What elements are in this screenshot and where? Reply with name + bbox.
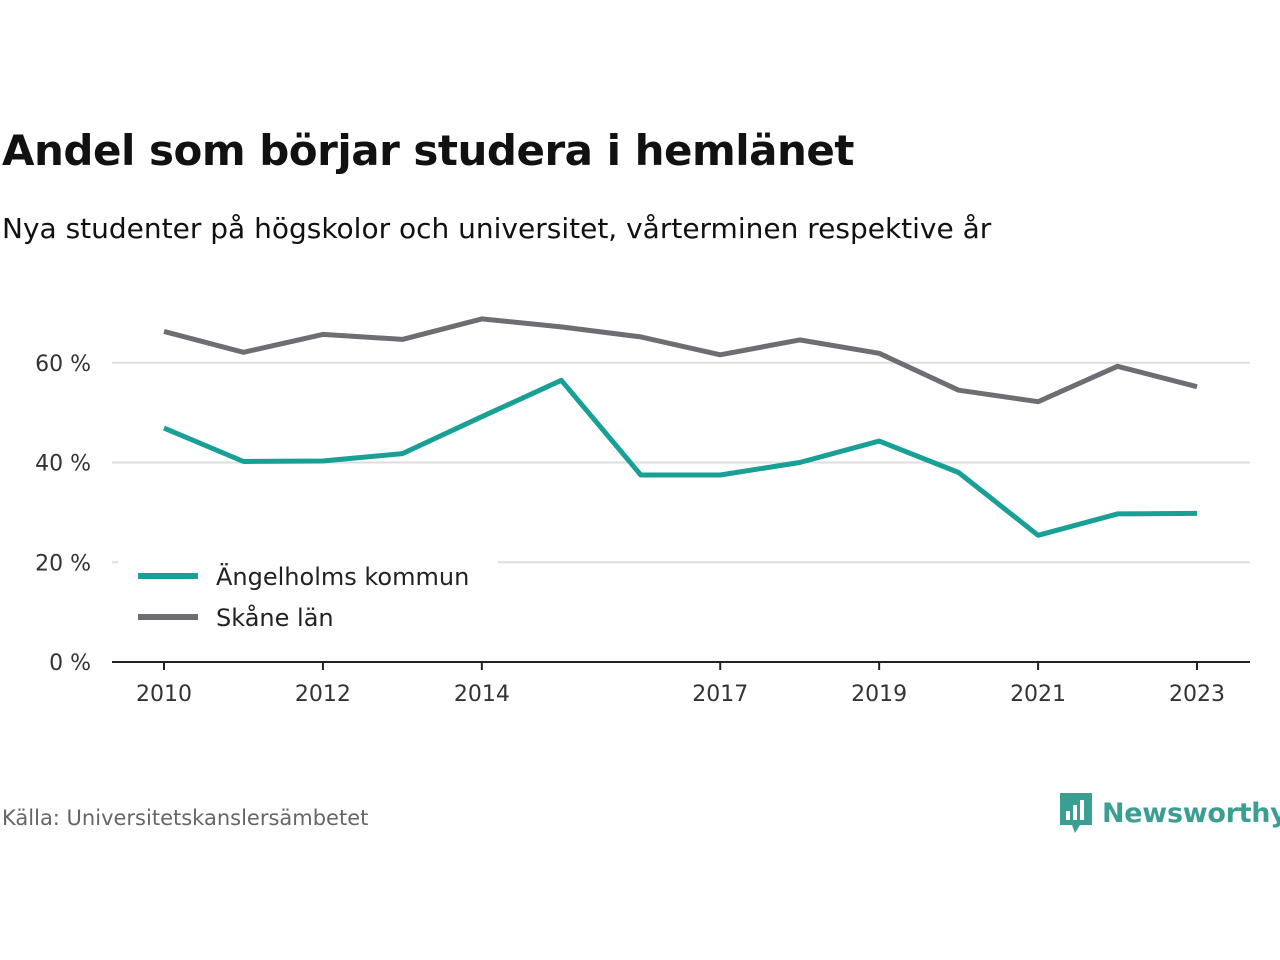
y-tick-label: 0 % <box>49 651 91 676</box>
chart-title: Andel som börjar studera i hemlänet <box>2 126 855 175</box>
legend-label: Skåne län <box>216 603 334 632</box>
newsworthy-logo-icon <box>1060 793 1092 833</box>
series-lines <box>163 316 1198 538</box>
series-line-skåne-län <box>163 316 1198 405</box>
source-note: Källa: Universitetskanslersämbetet <box>2 806 369 830</box>
legend-label: Ängelholms kommun <box>216 562 469 591</box>
series-line-ängelholms-kommun <box>163 377 1198 538</box>
legend: Ängelholms kommun Skåne län <box>118 545 498 645</box>
x-tick-label: 2012 <box>295 682 351 707</box>
y-tick-label: 20 % <box>35 551 91 576</box>
x-axis: 2010 2012 2014 2017 2019 2021 2023 <box>112 661 1250 707</box>
brand-name: Newsworthy <box>1102 797 1280 829</box>
y-tick-label: 60 % <box>35 352 91 377</box>
x-tick-label: 2014 <box>454 682 510 707</box>
chart-subtitle: Nya studenter på högskolor och universit… <box>2 212 992 245</box>
x-tick-label: 2019 <box>851 682 907 707</box>
y-axis: 0 % 20 % 40 % 60 % <box>35 352 91 676</box>
y-tick-label: 40 % <box>35 452 91 477</box>
x-tick-label: 2017 <box>692 682 748 707</box>
brand-logo: Newsworthy <box>1058 790 1280 836</box>
x-tick-label: 2010 <box>136 682 192 707</box>
x-tick-label: 2023 <box>1169 682 1225 707</box>
legend-background <box>118 545 498 645</box>
x-tick-label: 2021 <box>1010 682 1066 707</box>
